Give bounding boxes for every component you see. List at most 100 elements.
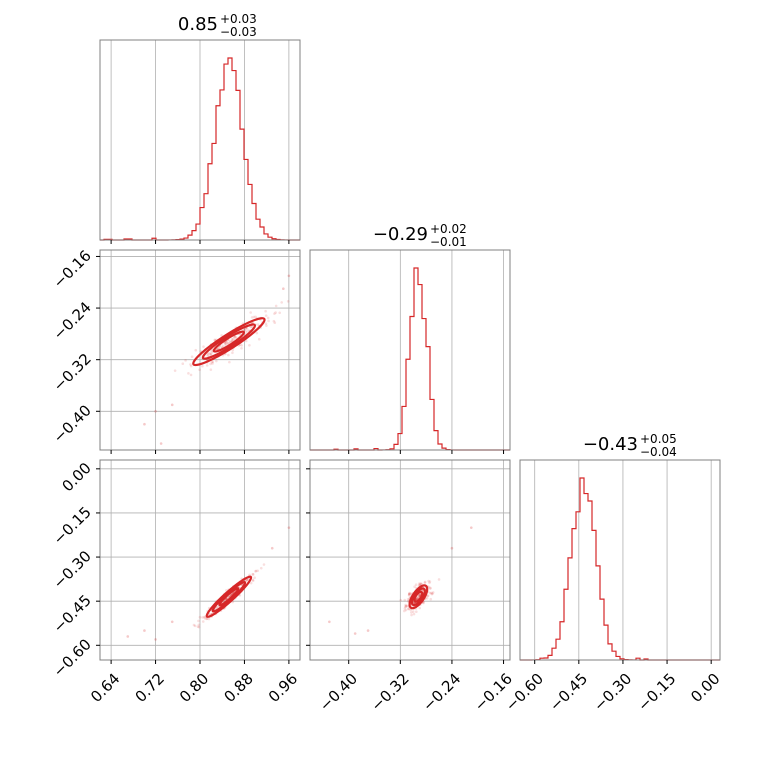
scatter-point bbox=[429, 597, 433, 601]
scatter-panel-1-3: 0.64 0.72 0.80 0.88 0.96 −0.60−0.45−0.30−0.15… bbox=[50, 459, 302, 706]
scatter-point bbox=[251, 573, 255, 576]
x-tick-label: 0.88 bbox=[220, 670, 256, 706]
scatter-point bbox=[198, 368, 201, 372]
scatter-point bbox=[256, 323, 260, 326]
scatter-point bbox=[248, 573, 251, 577]
scatter-point bbox=[425, 597, 429, 600]
scatter-point bbox=[201, 616, 204, 619]
scatter-point bbox=[414, 583, 418, 587]
scatter-point bbox=[328, 620, 331, 624]
scatter-point bbox=[273, 312, 276, 315]
y-tick-label: 0.00 bbox=[58, 459, 94, 495]
scatter-point bbox=[418, 606, 421, 610]
scatter-point bbox=[203, 617, 207, 620]
scatter-point bbox=[143, 629, 146, 632]
histogram-panel-3: −0.60−0.45−0.30−0.15 0.00−0.43 +0.05−0.04 bbox=[502, 432, 724, 715]
y-tick-label: −0.60 bbox=[50, 635, 95, 680]
scatter-point bbox=[254, 569, 257, 573]
scatter-point bbox=[228, 360, 231, 364]
scatter-point bbox=[211, 362, 214, 365]
scatter-point bbox=[240, 346, 243, 350]
scatter-point bbox=[274, 304, 278, 308]
scatter-panel-2-3: −0.40 −0.32 −0.24 −0.16 bbox=[306, 459, 516, 715]
scatter-point bbox=[437, 578, 441, 581]
scatter-point bbox=[252, 315, 256, 319]
scatter-point bbox=[213, 338, 217, 342]
scatter-point bbox=[406, 600, 410, 603]
scatter-point bbox=[234, 335, 237, 339]
contour-level-1 bbox=[205, 575, 253, 618]
scatter-point bbox=[209, 368, 213, 371]
scatter-point bbox=[404, 608, 408, 612]
scatter-point bbox=[403, 609, 406, 613]
scatter-point bbox=[262, 563, 266, 566]
scatter-point bbox=[270, 546, 274, 550]
scatter-point bbox=[420, 582, 424, 586]
scatter-point bbox=[201, 620, 205, 623]
y-tick-label: −0.45 bbox=[50, 591, 95, 636]
scatter-point bbox=[181, 362, 185, 366]
scatter-point bbox=[249, 581, 253, 585]
scatter-point bbox=[366, 629, 370, 632]
scatter-point bbox=[245, 578, 249, 582]
scatter-point bbox=[233, 336, 236, 339]
scatter-point bbox=[202, 615, 206, 619]
scatter-point bbox=[215, 606, 219, 609]
scatter-point bbox=[193, 624, 197, 628]
scatter-point bbox=[205, 617, 209, 621]
scatter-point bbox=[418, 594, 421, 598]
scatter-point bbox=[215, 359, 218, 363]
scatter-point bbox=[232, 337, 235, 341]
scatter-point bbox=[422, 601, 425, 605]
scatter-point bbox=[413, 585, 416, 589]
scatter-point bbox=[198, 615, 202, 619]
scatter-point bbox=[143, 422, 146, 426]
scatter-point bbox=[228, 339, 232, 343]
scatter-point bbox=[196, 625, 200, 628]
scatter-point bbox=[264, 322, 268, 325]
histogram-title: 0.85 +0.03−0.03 bbox=[178, 12, 257, 39]
scatter-point bbox=[228, 594, 231, 598]
scatter-point bbox=[423, 580, 427, 584]
panel-border bbox=[519, 459, 721, 661]
scatter-point bbox=[428, 587, 432, 590]
contour-level-1 bbox=[408, 584, 429, 610]
title-minus: −0.03 bbox=[220, 25, 257, 39]
scatter-point bbox=[403, 607, 407, 610]
scatter-point bbox=[415, 610, 418, 613]
y-tick-label: −0.30 bbox=[50, 547, 95, 592]
scatter-point bbox=[403, 598, 407, 602]
scatter-point bbox=[173, 369, 177, 372]
scatter-point bbox=[251, 572, 255, 576]
scatter-point bbox=[255, 331, 259, 335]
title-minus: −0.01 bbox=[430, 235, 467, 249]
scatter-point bbox=[189, 363, 192, 366]
scatter-point bbox=[246, 328, 249, 331]
panel-border bbox=[309, 459, 511, 661]
scatter-point bbox=[190, 355, 194, 359]
scatter-point bbox=[154, 638, 157, 641]
scatter-point bbox=[243, 328, 246, 331]
scatter-point bbox=[231, 351, 234, 355]
scatter-point bbox=[206, 354, 210, 358]
scatter-point bbox=[408, 591, 411, 595]
x-tick-label: −0.45 bbox=[546, 670, 591, 715]
contour-level-3 bbox=[218, 587, 240, 607]
scatter-point bbox=[409, 611, 413, 614]
scatter-point bbox=[409, 608, 413, 612]
scatter-point bbox=[428, 591, 432, 595]
x-tick-label: 0.80 bbox=[176, 670, 212, 706]
scatter-point bbox=[240, 344, 243, 347]
scatter-point bbox=[227, 595, 230, 599]
x-tick-label: 0.64 bbox=[87, 670, 123, 706]
scatter-point bbox=[227, 353, 230, 357]
scatter-point bbox=[221, 344, 225, 348]
histogram-panel-2: −0.29 +0.02−0.01 bbox=[309, 222, 511, 454]
scatter-point bbox=[407, 592, 411, 596]
scatter-point bbox=[210, 350, 213, 353]
histogram-title: −0.43 +0.05−0.04 bbox=[583, 432, 677, 459]
title-plus: +0.03 bbox=[220, 12, 257, 26]
x-tick-label: 0.00 bbox=[687, 670, 723, 706]
scatter-point bbox=[197, 625, 201, 629]
scatter-point bbox=[450, 546, 454, 550]
